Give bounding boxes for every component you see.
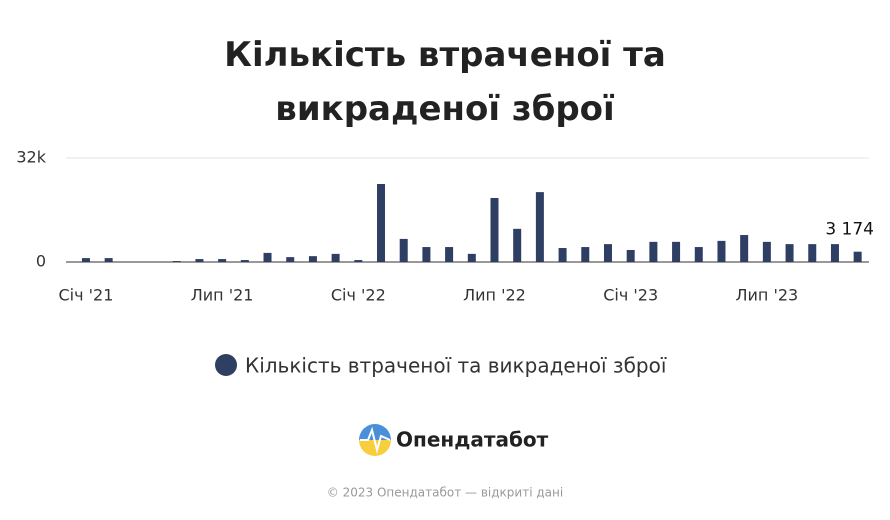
bar: [603, 244, 612, 262]
bar: [195, 259, 204, 262]
bar: [218, 259, 227, 262]
x-tick-label: Січ '23: [603, 286, 658, 305]
bar: [81, 258, 90, 262]
bar: [240, 260, 249, 262]
bar: [626, 249, 635, 262]
x-tick-label: Лип '22: [463, 286, 526, 305]
bar: [535, 192, 544, 262]
bar: [490, 197, 499, 262]
bar: [808, 244, 817, 262]
logo-wave: [360, 426, 391, 454]
bar: [785, 244, 794, 262]
x-tick-label: Лип '23: [735, 286, 798, 305]
bar: [513, 228, 522, 262]
bar: [694, 247, 703, 262]
chart-title: Кількість втраченої та викраденої зброї: [224, 35, 666, 129]
bar: [853, 251, 862, 262]
bar: [377, 184, 386, 262]
y-tick-label: 32k: [16, 148, 46, 167]
bar: [581, 247, 590, 262]
bar: [172, 261, 181, 262]
footer: © 2023 Опендатабот — відкриті дані: [327, 486, 563, 500]
bar: [740, 235, 749, 262]
bar: [104, 258, 113, 262]
bar: [672, 241, 681, 262]
bar: [445, 247, 454, 262]
y-tick-label: 0: [36, 252, 46, 271]
bar: [263, 252, 272, 262]
bar: [422, 247, 431, 262]
bar: [399, 238, 408, 262]
bar: [354, 260, 363, 262]
bar: [467, 253, 476, 262]
bar: [558, 248, 567, 262]
x-tick-label: Січ '21: [58, 286, 113, 305]
bar: [331, 253, 340, 262]
x-tick-label: Січ '22: [331, 286, 386, 305]
bar: [830, 244, 839, 262]
bar: [308, 256, 317, 262]
bar: [762, 241, 771, 262]
bar: [717, 240, 726, 262]
bar: [649, 241, 658, 262]
legend-label: Кількість втраченої та викраденої зброї: [245, 354, 667, 378]
bar: [286, 257, 295, 262]
x-tick-label: Лип '21: [191, 286, 254, 305]
legend-marker: [215, 354, 237, 376]
value-label: 3 174: [825, 220, 874, 240]
brand: Опендатабот: [396, 428, 549, 452]
